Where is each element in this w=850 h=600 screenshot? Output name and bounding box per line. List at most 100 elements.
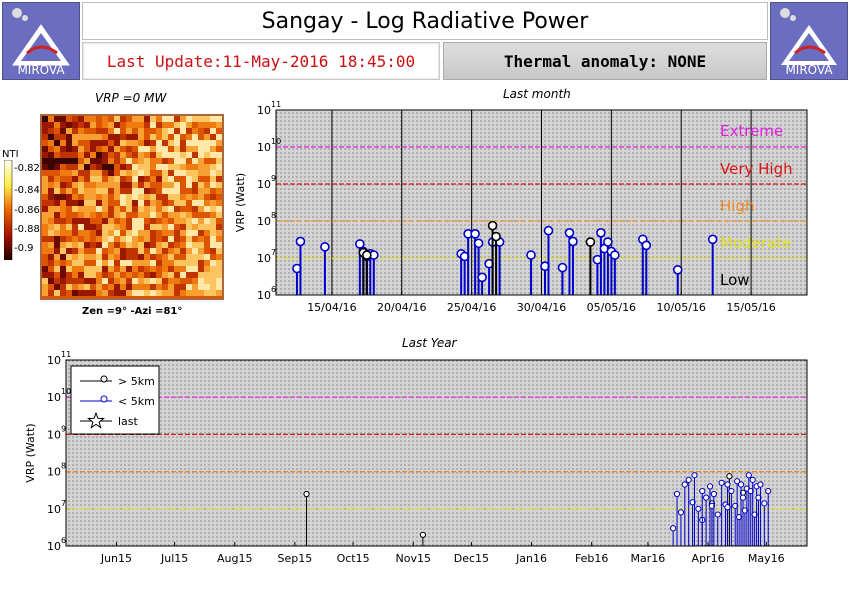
x-tick-label: Dec15 <box>454 552 489 565</box>
thermal-pixel <box>198 242 204 248</box>
thermal-pixel <box>90 290 96 296</box>
thermal-pixel <box>72 284 78 290</box>
y-tick-label: 10 <box>257 252 271 265</box>
thermal-pixel <box>180 266 186 272</box>
thermal-pixel <box>96 164 102 170</box>
geometry-label: Zen =9° -Azi =81° <box>82 306 183 317</box>
thermal-pixel <box>204 128 210 134</box>
thermal-pixel <box>216 248 222 254</box>
thermal-pixel <box>174 284 180 290</box>
thermal-pixels <box>42 116 222 296</box>
thermal-pixel <box>186 224 192 230</box>
thermal-pixel <box>120 170 126 176</box>
thermal-pixel <box>114 212 120 218</box>
thermal-pixel <box>144 188 150 194</box>
thermal-pixel <box>126 134 132 140</box>
thermal-pixel <box>174 140 180 146</box>
thermal-pixel <box>120 182 126 188</box>
thermal-pixel <box>72 290 78 296</box>
thermal-pixel <box>42 278 48 284</box>
thermal-pixel <box>120 212 126 218</box>
thermal-pixel <box>66 194 72 200</box>
data-point <box>603 237 613 247</box>
thermal-pixel <box>126 140 132 146</box>
thermal-pixel <box>150 170 156 176</box>
data-point <box>710 490 717 498</box>
thermal-pixel <box>198 188 204 194</box>
thermal-pixel <box>192 194 198 200</box>
thermal-pixel <box>78 170 84 176</box>
thermal-pixel <box>186 278 192 284</box>
thermal-pixel <box>102 176 108 182</box>
thermal-pixel <box>186 272 192 278</box>
thermal-pixel <box>60 236 66 242</box>
thermal-pixel <box>72 176 78 182</box>
data-point <box>473 238 484 249</box>
thermal-pixel <box>210 218 216 224</box>
thermal-pixel <box>108 134 114 140</box>
thermal-pixel <box>192 272 198 278</box>
data-point <box>761 500 768 507</box>
thermal-pixel <box>216 140 222 146</box>
thermal-pixel <box>210 224 216 230</box>
thermal-pixel <box>48 278 54 284</box>
level-label: Very High <box>720 160 793 178</box>
thermal-pixel <box>168 170 174 176</box>
thermal-pixel <box>66 182 72 188</box>
thermal-pixel <box>54 164 60 170</box>
thermal-pixel <box>192 218 198 224</box>
thermal-pixel <box>144 248 150 254</box>
thermal-pixel <box>66 278 72 284</box>
thermal-pixel <box>192 230 198 236</box>
thermal-pixel <box>54 188 60 194</box>
thermal-pixel <box>90 200 96 206</box>
thermal-pixel <box>60 260 66 266</box>
data-point <box>491 231 501 242</box>
legend-swatch-marker <box>100 395 108 403</box>
thermal-pixel <box>126 164 132 170</box>
data-point <box>638 234 648 245</box>
thermal-pixel <box>210 152 216 158</box>
thermal-pixel <box>186 140 192 146</box>
thermal-pixel <box>102 146 108 152</box>
thermal-pixel <box>90 176 96 182</box>
thermal-pixel <box>150 278 156 284</box>
data-point <box>734 478 741 485</box>
thermal-pixel <box>42 170 48 176</box>
thermal-pixel <box>108 236 114 242</box>
thermal-pixel <box>144 242 150 248</box>
thermal-pixel <box>192 284 198 290</box>
thermal-pixel <box>84 122 90 128</box>
thermal-pixel <box>204 152 210 158</box>
thermal-pixel <box>204 158 210 164</box>
data-point <box>459 251 470 262</box>
legend-label: > 5km <box>118 375 155 388</box>
thermal-pixel <box>168 272 174 278</box>
data-point <box>641 240 652 251</box>
thermal-pixel <box>162 206 168 212</box>
thermal-pixel <box>90 230 96 236</box>
thermal-pixel <box>66 122 72 128</box>
thermal-pixel <box>168 134 174 140</box>
thermal-pixel <box>138 254 144 260</box>
thermal-pixel <box>84 272 90 278</box>
mirova-logo-left: MIROVA <box>2 2 80 80</box>
thermal-pixel <box>204 284 210 290</box>
thermal-pixel <box>120 200 126 206</box>
x-tick-label: Jun15 <box>100 552 132 565</box>
thermal-pixel <box>66 140 72 146</box>
thermal-pixel <box>84 164 90 170</box>
thermal-pixel <box>216 146 222 152</box>
thermal-pixel <box>138 230 144 236</box>
thermal-pixel <box>72 260 78 266</box>
y-tick-label: 10 <box>257 178 271 191</box>
thermal-pixel <box>216 290 222 296</box>
vrp-label: VRP =0 MW <box>95 91 167 105</box>
thermal-pixel <box>210 158 216 164</box>
colorbar-title: NTI <box>2 149 19 160</box>
thermal-pixel <box>174 236 180 242</box>
thermal-pixel <box>48 206 54 212</box>
thermal-pixel <box>162 158 168 164</box>
thermal-pixel <box>186 188 192 194</box>
